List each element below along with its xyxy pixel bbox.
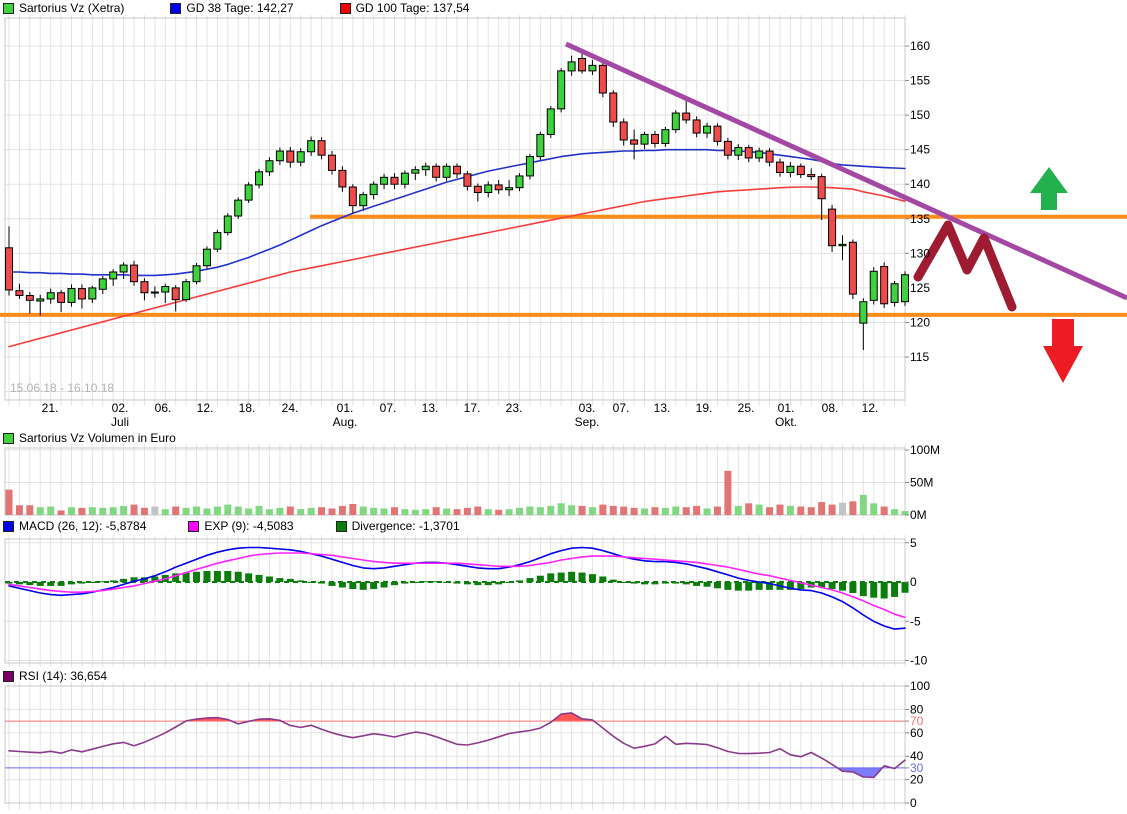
svg-text:0: 0	[910, 575, 917, 589]
legend-item-gd38: GD 38 Tage: 142,27	[170, 1, 294, 15]
svg-text:01.: 01.	[337, 401, 354, 415]
svg-text:-10: -10	[910, 654, 928, 668]
legend-label: MACD (26, 12): -5,8784	[19, 519, 147, 533]
svg-text:-5: -5	[910, 614, 921, 628]
legend-label: Sartorius Vz Volumen in Euro	[19, 431, 176, 445]
svg-text:130: 130	[910, 246, 930, 260]
svg-text:24.: 24.	[282, 401, 299, 415]
svg-text:03.: 03.	[579, 401, 596, 415]
svg-text:Aug.: Aug.	[333, 415, 358, 429]
series-swatch-icon	[3, 520, 14, 532]
legend-item-divergence: Divergence: -1,3701	[335, 519, 460, 533]
svg-text:12.: 12.	[862, 401, 879, 415]
svg-text:145: 145	[910, 143, 930, 157]
svg-text:120: 120	[910, 315, 930, 329]
series-swatch-icon	[188, 520, 200, 532]
legend-label: RSI (14): 36,654	[19, 669, 108, 683]
legend-item-gd100: GD 100 Tage: 137,54	[339, 1, 470, 15]
svg-text:01.: 01.	[778, 401, 795, 415]
legend-label: Sartorius Vz (Xetra)	[19, 1, 125, 15]
series-swatch-icon	[335, 520, 347, 532]
svg-text:155: 155	[910, 74, 930, 88]
svg-text:Juli: Juli	[111, 415, 129, 429]
svg-text:20: 20	[910, 773, 924, 787]
svg-text:160: 160	[910, 39, 930, 53]
svg-text:08.: 08.	[822, 401, 839, 415]
svg-text:17.: 17.	[464, 401, 481, 415]
volume-legend: Sartorius Vz Volumen in Euro	[3, 431, 176, 445]
svg-text:0M: 0M	[910, 508, 927, 522]
svg-text:13.: 13.	[654, 401, 671, 415]
legend-label: GD 38 Tage: 142,27	[186, 1, 294, 15]
svg-text:70: 70	[910, 714, 924, 728]
svg-text:02.: 02.	[112, 401, 129, 415]
svg-text:30: 30	[910, 761, 924, 775]
svg-text:12.: 12.	[197, 401, 214, 415]
svg-text:Okt.: Okt.	[775, 415, 797, 429]
svg-text:25.: 25.	[738, 401, 755, 415]
svg-text:125: 125	[910, 281, 930, 295]
svg-text:140: 140	[910, 177, 930, 191]
svg-text:23.: 23.	[506, 401, 523, 415]
svg-text:21.: 21.	[42, 401, 59, 415]
rsi-legend: RSI (14): 36,654	[3, 669, 107, 683]
svg-text:Sep.: Sep.	[575, 415, 600, 429]
legend-item-volume: Sartorius Vz Volumen in Euro	[3, 431, 176, 445]
legend-label: GD 100 Tage: 137,54	[355, 1, 470, 15]
legend-label: Divergence: -1,3701	[351, 519, 460, 533]
svg-text:100M: 100M	[910, 443, 940, 457]
series-swatch-icon	[3, 670, 14, 682]
svg-text:150: 150	[910, 108, 930, 122]
svg-text:07.: 07.	[613, 401, 630, 415]
svg-text:5: 5	[910, 536, 917, 550]
svg-text:07.: 07.	[380, 401, 397, 415]
svg-text:18.: 18.	[239, 401, 256, 415]
svg-text:100: 100	[910, 679, 930, 693]
svg-text:115: 115	[910, 350, 929, 364]
svg-text:06.: 06.	[155, 401, 172, 415]
series-swatch-icon	[170, 2, 182, 14]
svg-text:0: 0	[910, 796, 917, 810]
series-swatch-icon	[3, 432, 14, 444]
date-range-label: 15.06.18 - 16.10.18	[10, 381, 115, 395]
legend-item-rsi: RSI (14): 36,654	[3, 669, 107, 683]
svg-text:60: 60	[910, 726, 924, 740]
legend-item-macd: MACD (26, 12): -5,8784	[3, 519, 146, 533]
svg-text:135: 135	[910, 212, 930, 226]
macd-legend: MACD (26, 12): -5,8784 EXP (9): -4,5083 …	[3, 519, 502, 533]
legend-item-symbol: Sartorius Vz (Xetra)	[3, 1, 124, 15]
svg-text:50M: 50M	[910, 476, 933, 490]
svg-text:40: 40	[910, 749, 924, 763]
price-legend: Sartorius Vz (Xetra) GD 38 Tage: 142,27 …	[3, 1, 515, 15]
svg-text:80: 80	[910, 702, 924, 716]
svg-text:19.: 19.	[696, 401, 713, 415]
series-swatch-icon	[3, 2, 14, 14]
svg-text:13.: 13.	[422, 401, 439, 415]
series-swatch-icon	[339, 2, 351, 14]
legend-label: EXP (9): -4,5083	[204, 519, 294, 533]
legend-item-exp: EXP (9): -4,5083	[188, 519, 294, 533]
